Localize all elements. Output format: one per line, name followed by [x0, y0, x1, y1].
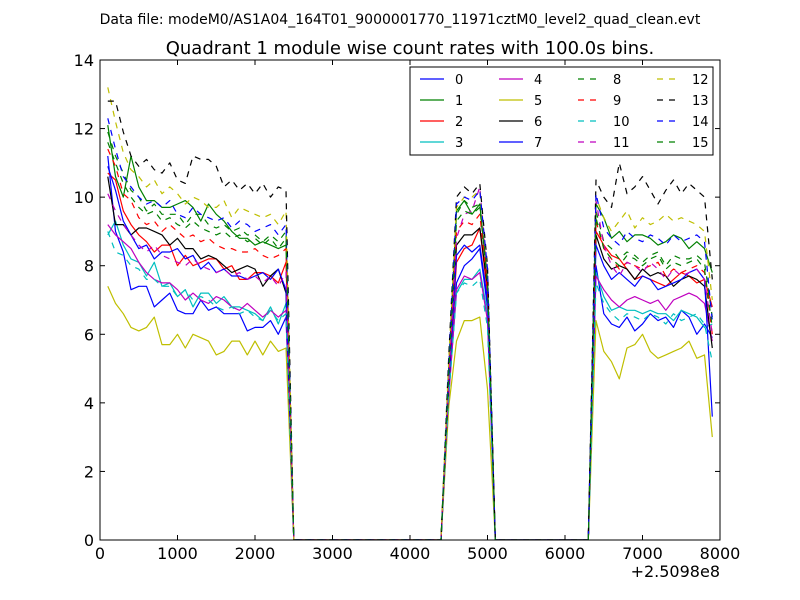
legend-label-11: 11 [613, 136, 630, 151]
series-line-10 [107, 231, 713, 540]
series-line-11 [107, 186, 713, 540]
series-line-4 [107, 224, 713, 540]
series-line-15 [107, 142, 713, 540]
legend-label-7: 7 [534, 136, 542, 151]
legend-label-10: 10 [613, 115, 630, 130]
series-line-14 [107, 118, 713, 540]
legend-label-15: 15 [692, 136, 709, 151]
y-tick-label: 0 [84, 531, 94, 550]
legend-label-4: 4 [534, 73, 542, 88]
legend-label-8: 8 [613, 73, 621, 88]
series-line-7 [107, 166, 713, 540]
x-tick-label: 3000 [312, 544, 353, 563]
x-tick-label: 1000 [157, 544, 198, 563]
y-tick-label: 12 [74, 120, 94, 139]
y-tick-label: 2 [84, 462, 94, 481]
series-line-12 [107, 87, 713, 540]
legend-label-12: 12 [692, 73, 709, 88]
x-tick-label: 4000 [390, 544, 431, 563]
y-tick-label: 8 [84, 257, 94, 276]
legend-label-13: 13 [692, 94, 709, 109]
legend-label-5: 5 [534, 94, 542, 109]
data-file-caption: Data file: modeM0/AS1A04_164T01_90000017… [100, 12, 701, 28]
series-line-6 [107, 176, 713, 540]
legend-box [409, 66, 714, 156]
series-line-8 [107, 131, 713, 540]
x-tick-label: 7000 [622, 544, 663, 563]
series-line-13 [107, 100, 713, 540]
y-tick-label: 10 [74, 188, 94, 207]
legend-label-1: 1 [455, 94, 463, 109]
legend-label-2: 2 [455, 115, 463, 130]
legend-label-3: 3 [455, 136, 463, 151]
series-line-0 [107, 155, 713, 540]
series-layer [107, 87, 713, 540]
legend-label-6: 6 [534, 115, 542, 130]
x-tick-label: 0 [95, 544, 105, 563]
x-offset-label: +2.5098e8 [631, 562, 720, 581]
axis-ticks: 0 1000 2000 3000 4000 5000 6000 7000 80000246810… [74, 51, 741, 563]
x-tick-label: 2000 [235, 544, 276, 563]
legend-label-14: 14 [692, 115, 709, 130]
series-line-1 [107, 125, 713, 540]
series-line-2 [107, 172, 713, 540]
legend-label-0: 0 [455, 73, 463, 88]
y-tick-label: 14 [74, 51, 94, 70]
x-tick-label: 6000 [545, 544, 586, 563]
y-tick-label: 4 [84, 394, 94, 413]
y-tick-label: 6 [84, 325, 94, 344]
series-line-5 [107, 286, 713, 540]
chart-title: Quadrant 1 module wise count rates with … [166, 38, 655, 59]
x-tick-label: 5000 [467, 544, 508, 563]
series-line-9 [107, 148, 713, 540]
x-tick-label: 8000 [700, 544, 741, 563]
series-line-3 [107, 220, 713, 540]
legend-label-9: 9 [613, 94, 621, 109]
